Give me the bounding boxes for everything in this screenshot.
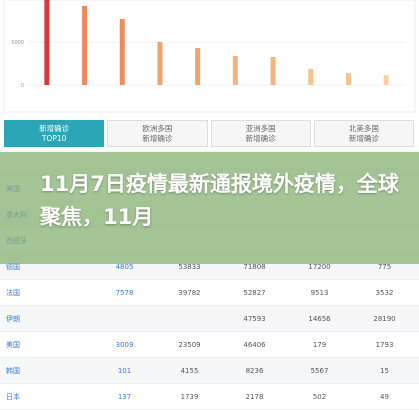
country-link[interactable]: 伊朗 <box>6 314 20 323</box>
tab-sub: TOP10 <box>41 134 67 143</box>
country-link[interactable]: 美国 <box>6 340 20 349</box>
table-cell: 23509 <box>178 340 201 349</box>
table-cell: 9513 <box>310 288 329 297</box>
headline-banner: 11月7日疫情最新通报境外疫情，全球聚焦，11月 <box>0 152 419 264</box>
table-cell: 2178 <box>245 392 264 401</box>
tab-title: 欧洲多国 <box>142 124 173 133</box>
country-link[interactable]: 法国 <box>6 288 20 297</box>
table-cell: 46406 <box>243 340 266 349</box>
table-cell: 4155 <box>180 366 199 375</box>
bar <box>44 0 50 85</box>
table-cell: 1793 <box>375 340 394 349</box>
tab-sub: 新增确诊 <box>348 134 379 143</box>
table-cell: 14656 <box>308 314 331 323</box>
tab[interactable]: 新增确诊 TOP10 <box>4 120 105 147</box>
table-cell: 1739 <box>180 392 199 401</box>
table-cell: 52827 <box>243 288 266 297</box>
table-row: 伊朗 47593 14656 28190 <box>0 306 419 332</box>
tab-title: 亚洲多国 <box>245 124 276 133</box>
table-cell: 28190 <box>373 314 396 323</box>
bar <box>270 56 276 85</box>
table-cell: 7578 <box>115 288 134 297</box>
table-row: 日本 137 1739 2178 502 49 <box>0 384 419 410</box>
tab-sub: 新增确诊 <box>142 134 173 143</box>
table-cell: 49 <box>380 392 389 401</box>
bar <box>345 73 351 85</box>
bar <box>195 48 201 85</box>
bar <box>157 42 163 85</box>
bar <box>232 56 238 85</box>
tab[interactable]: 北美多国 新增确诊 <box>313 120 414 147</box>
country-link[interactable]: 德国 <box>6 262 20 271</box>
tab-sub: 新增确诊 <box>245 134 276 143</box>
y-tick-label: 0 <box>21 83 24 89</box>
table-cell: 4805 <box>115 262 134 271</box>
table-cell: 775 <box>377 262 392 271</box>
table-cell: 5567 <box>310 366 329 375</box>
table-cell: 502 <box>312 392 327 401</box>
table-cell: 179 <box>312 340 327 349</box>
table-cell: 71808 <box>243 262 266 271</box>
tab-title: 北美多国 <box>348 124 379 133</box>
table-row: 韩国 101 4155 8236 5567 15 <box>0 358 419 384</box>
tab[interactable]: 欧洲多国 新增确诊 <box>107 120 208 147</box>
bar <box>82 6 88 86</box>
table-row: 美国 3009 23509 46406 179 1793 <box>0 332 419 358</box>
table-cell: 137 <box>117 392 132 401</box>
bar <box>383 74 389 85</box>
table-cell: 8236 <box>245 366 264 375</box>
table-cell: 15 <box>380 366 389 375</box>
table-row: 法国 7578 39782 52827 9513 3532 <box>0 280 419 306</box>
chart-frame <box>3 0 416 113</box>
tab-title: 新增确诊 <box>39 124 70 133</box>
table-cell: 17200 <box>308 262 331 271</box>
headline: 11月7日疫情最新通报境外疫情，全球聚焦，11月 <box>40 172 399 229</box>
table-cell: 3532 <box>375 288 394 297</box>
table-cell: 101 <box>117 366 132 375</box>
y-tick-label: 5000 <box>11 40 24 46</box>
tab-bar: 新增确诊 TOP10 欧洲多国 新增确诊 亚洲多国 新增确诊 北美多国 新增确诊 <box>4 120 414 147</box>
table-cell: 3009 <box>115 340 134 349</box>
country-link[interactable]: 日本 <box>6 392 20 401</box>
bar <box>308 69 314 85</box>
table-cell: 47593 <box>243 314 266 323</box>
table-cell: 39782 <box>178 288 201 297</box>
tab[interactable]: 亚洲多国 新增确诊 <box>210 120 311 147</box>
table-cell: 53833 <box>178 262 201 271</box>
country-link[interactable]: 韩国 <box>6 366 20 375</box>
bar-chart: 0 5000 <box>3 0 416 113</box>
bar <box>119 19 125 85</box>
